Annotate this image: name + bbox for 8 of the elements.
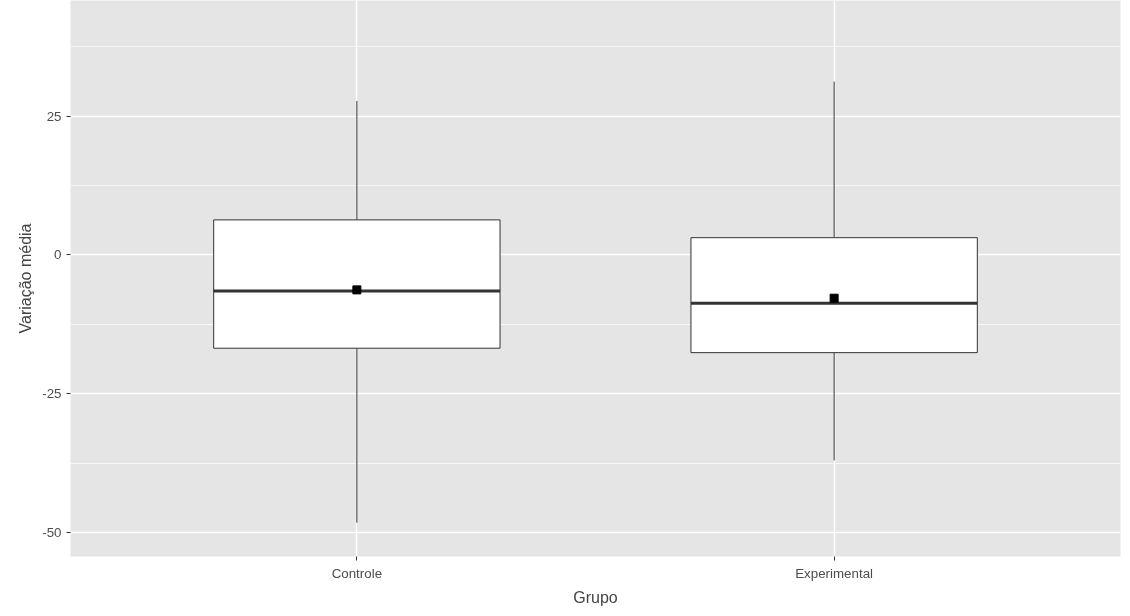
y-tick-label: 25 <box>46 108 62 124</box>
y-tick-label: 0 <box>54 247 62 263</box>
y-tick-label: -50 <box>42 525 62 541</box>
x-tick-label: Experimental <box>795 565 874 581</box>
x-axis-title: Grupo <box>573 588 618 606</box>
y-tick-label: -25 <box>42 386 62 402</box>
y-axis-title: Variação média <box>17 223 35 334</box>
x-tick-label: Controle <box>331 565 383 581</box>
